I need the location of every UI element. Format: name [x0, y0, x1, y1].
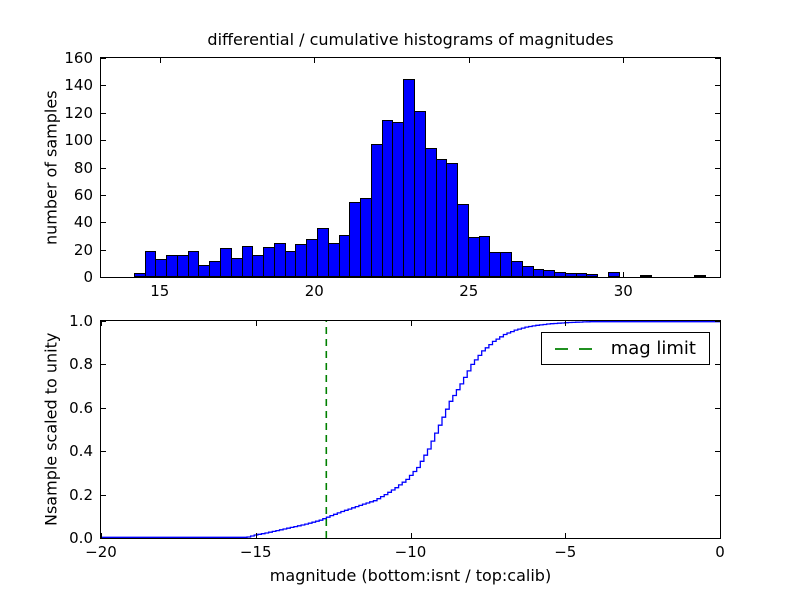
y-tick-mark	[101, 85, 106, 87]
y-tick-mark	[715, 249, 720, 251]
x-tick-label: −15	[239, 543, 272, 561]
x-tick-mark	[255, 533, 257, 538]
y-tick-mark	[715, 277, 720, 278]
histogram-bar	[586, 274, 599, 277]
y-tick-label: 0.0	[69, 529, 93, 547]
x-tick-mark	[101, 321, 102, 326]
y-tick-mark	[715, 364, 720, 366]
legend-box: mag limit	[540, 332, 710, 365]
y-tick-label: 20	[73, 240, 93, 259]
histogram-bar	[640, 275, 653, 277]
x-tick-mark	[314, 58, 316, 63]
y-tick-mark	[101, 249, 106, 251]
y-tick-label: 120	[64, 103, 93, 122]
x-tick-mark	[720, 321, 721, 326]
y-tick-mark	[715, 85, 720, 87]
y-tick-mark	[101, 407, 106, 409]
x-tick-mark	[255, 321, 257, 326]
y-tick-label: 0.2	[69, 485, 93, 504]
x-tick-label: −10	[394, 543, 427, 561]
top-y-axis-label: number of samples	[41, 90, 61, 245]
x-tick-mark	[410, 321, 412, 326]
y-tick-mark	[101, 321, 106, 322]
figure-title: differential / cumulative histograms of …	[207, 30, 614, 49]
x-axis-label: magnitude (bottom:isnt / top:calib)	[269, 566, 552, 585]
x-tick-label: 0	[715, 543, 725, 561]
legend-label: mag limit	[610, 338, 696, 359]
top-axes-differential-histogram: 15 20 25 30 0 20 40 60 80 100 120 140 160	[64, 49, 721, 300]
y-tick-mark	[715, 167, 720, 169]
x-tick-mark	[623, 272, 625, 277]
y-tick-mark	[715, 451, 720, 453]
bottom-y-axis-label: Nsample scaled to unity	[41, 332, 61, 527]
cumulative-step-curve	[101, 321, 720, 538]
y-tick-mark	[715, 58, 720, 59]
y-tick-label: 40	[73, 213, 93, 232]
x-tick-mark	[565, 533, 567, 538]
y-tick-label: 160	[64, 49, 93, 67]
x-tick-label: 30	[613, 282, 633, 300]
y-tick-mark	[101, 167, 106, 169]
x-tick-mark	[159, 58, 161, 63]
y-tick-label: 100	[64, 131, 93, 150]
y-tick-mark	[715, 407, 720, 409]
y-tick-mark	[101, 494, 106, 496]
x-tick-mark	[720, 533, 721, 538]
y-tick-mark	[101, 140, 106, 142]
y-tick-mark	[101, 112, 106, 114]
y-tick-mark	[101, 538, 106, 539]
y-tick-mark	[715, 321, 720, 322]
x-tick-label: 15	[150, 282, 170, 300]
y-tick-mark	[715, 112, 720, 114]
y-tick-mark	[101, 364, 106, 366]
x-tick-mark	[623, 58, 625, 63]
x-tick-mark	[410, 533, 412, 538]
y-tick-label: 140	[64, 76, 93, 95]
histogram-bar	[694, 275, 707, 277]
y-tick-mark	[101, 451, 106, 453]
x-tick-label: 20	[304, 282, 324, 300]
y-tick-mark	[101, 277, 106, 278]
y-tick-mark	[715, 140, 720, 142]
x-tick-label: −20	[85, 543, 117, 561]
x-tick-label: 25	[459, 282, 479, 300]
histogram-bar	[187, 251, 200, 277]
x-tick-mark	[101, 533, 102, 538]
bottom-axes-cumulative-histogram: mag limit −20 −15 −10 −5 0 0.0 0.2 0.4 0.6 0.8 1.0	[69, 312, 725, 561]
y-tick-label: 60	[73, 185, 93, 204]
y-tick-label: 0	[83, 268, 93, 286]
mag-limit-dash-icon	[554, 347, 595, 350]
y-tick-mark	[715, 222, 720, 224]
y-tick-mark	[715, 494, 720, 496]
y-tick-mark	[715, 194, 720, 196]
x-tick-mark	[468, 58, 470, 63]
y-tick-mark	[715, 538, 720, 539]
y-tick-label: 0.4	[69, 442, 93, 461]
histogram-bar	[608, 271, 620, 277]
y-tick-mark	[101, 194, 106, 196]
cumulative-curve-canvas	[101, 321, 720, 538]
y-tick-label: 80	[73, 158, 93, 177]
x-tick-mark	[565, 321, 567, 326]
y-tick-mark	[101, 58, 106, 59]
x-tick-label: −5	[554, 543, 577, 561]
y-tick-label: 0.8	[69, 355, 93, 374]
y-tick-label: 1.0	[69, 312, 93, 330]
y-tick-mark	[101, 222, 106, 224]
y-tick-label: 0.6	[69, 398, 93, 417]
